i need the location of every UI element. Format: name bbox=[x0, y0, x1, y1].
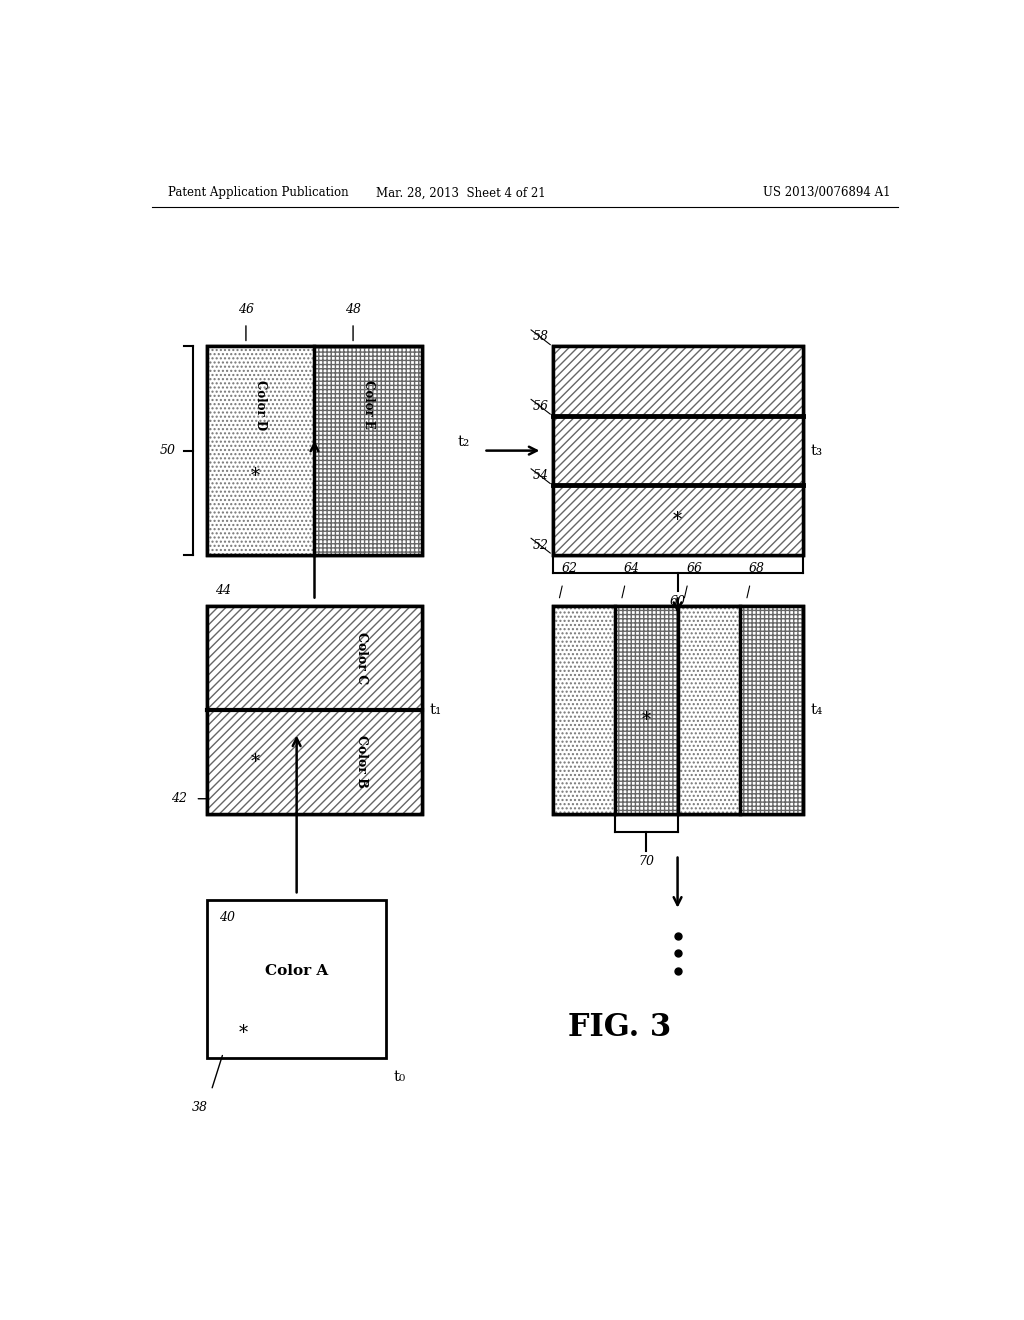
Text: FIG. 3: FIG. 3 bbox=[568, 1012, 672, 1043]
Text: 62: 62 bbox=[561, 562, 578, 576]
Text: Color B: Color B bbox=[355, 735, 369, 788]
Text: 50: 50 bbox=[160, 444, 176, 457]
Text: *: * bbox=[251, 466, 259, 484]
Text: 54: 54 bbox=[532, 470, 549, 482]
Bar bbox=[553, 606, 803, 814]
Text: t₁: t₁ bbox=[430, 702, 441, 717]
Text: US 2013/0076894 A1: US 2013/0076894 A1 bbox=[763, 186, 890, 199]
Bar bbox=[207, 606, 422, 710]
Text: 66: 66 bbox=[686, 562, 702, 576]
Text: 40: 40 bbox=[219, 911, 236, 924]
Text: t₃: t₃ bbox=[811, 444, 822, 458]
Text: *: * bbox=[251, 752, 259, 771]
Text: Color A: Color A bbox=[265, 965, 329, 978]
Text: *: * bbox=[673, 511, 682, 529]
Text: 48: 48 bbox=[345, 304, 361, 315]
Bar bbox=[553, 606, 615, 814]
Bar bbox=[207, 346, 422, 554]
Bar bbox=[207, 900, 386, 1057]
Text: 52: 52 bbox=[532, 539, 549, 552]
Bar bbox=[553, 416, 803, 486]
Text: 60: 60 bbox=[670, 595, 686, 609]
Bar bbox=[314, 346, 422, 554]
Bar bbox=[553, 346, 803, 416]
Text: Color C: Color C bbox=[355, 631, 369, 684]
Bar bbox=[740, 606, 803, 814]
Text: 68: 68 bbox=[749, 562, 765, 576]
Text: 56: 56 bbox=[532, 400, 549, 413]
Bar bbox=[207, 346, 422, 554]
Bar bbox=[553, 346, 803, 554]
Text: Color D: Color D bbox=[254, 380, 267, 430]
Text: *: * bbox=[239, 1023, 248, 1041]
Bar bbox=[553, 486, 803, 554]
Text: 58: 58 bbox=[532, 330, 549, 343]
Text: Color E: Color E bbox=[361, 380, 375, 429]
Text: 42: 42 bbox=[172, 792, 187, 805]
Text: 46: 46 bbox=[238, 304, 254, 315]
Bar bbox=[678, 606, 740, 814]
Text: *: * bbox=[642, 711, 651, 729]
Bar bbox=[553, 346, 803, 554]
Text: Mar. 28, 2013  Sheet 4 of 21: Mar. 28, 2013 Sheet 4 of 21 bbox=[377, 186, 546, 199]
Text: t₄: t₄ bbox=[811, 702, 822, 717]
Text: 38: 38 bbox=[191, 1101, 208, 1114]
Bar bbox=[553, 606, 803, 814]
Text: 44: 44 bbox=[215, 585, 231, 598]
Bar bbox=[615, 606, 678, 814]
Bar bbox=[207, 710, 422, 814]
Text: 70: 70 bbox=[638, 854, 654, 867]
Text: Patent Application Publication: Patent Application Publication bbox=[168, 186, 348, 199]
Text: t₀: t₀ bbox=[394, 1071, 406, 1084]
Text: 64: 64 bbox=[624, 562, 640, 576]
Bar bbox=[207, 346, 314, 554]
Bar bbox=[207, 606, 422, 814]
Bar bbox=[207, 606, 422, 814]
Text: t₂: t₂ bbox=[458, 436, 470, 450]
